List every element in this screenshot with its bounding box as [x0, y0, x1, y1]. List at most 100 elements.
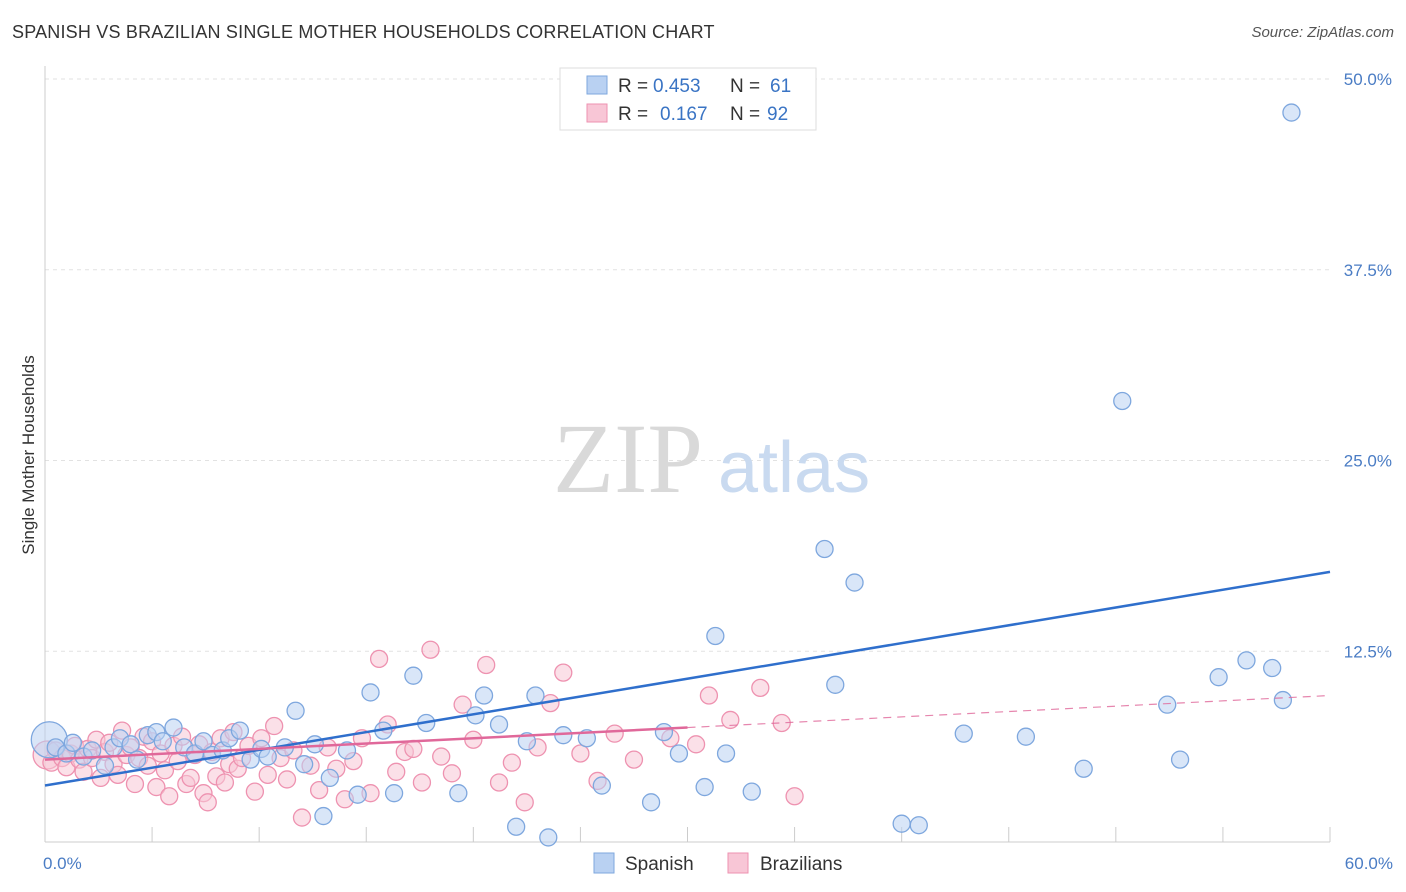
spanish-point [1016, 727, 1036, 746]
brazilians-point [245, 782, 265, 801]
legend-r-brazilians: 0.167 [660, 104, 708, 125]
x-tick-label: 0.0% [43, 854, 82, 873]
spanish-point [539, 828, 558, 847]
brazilians-point [453, 695, 472, 714]
spanish-point [348, 785, 367, 804]
brazilians-point [421, 640, 440, 659]
brazilians-point [624, 750, 644, 769]
spanish-point [742, 782, 761, 801]
bottom-legend-brazilians: Brazilians [760, 854, 842, 875]
spanish-point [654, 722, 674, 742]
spanish-point [286, 701, 305, 720]
brazilians-point [258, 765, 277, 785]
legend-swatch-brazilians [586, 103, 608, 123]
spanish-point [121, 735, 140, 754]
spanish-point [153, 732, 172, 751]
legend-n-label-brazilians: N = [730, 104, 760, 125]
y-axis-label: Single Mother Households [19, 355, 38, 554]
spanish-point [1113, 391, 1132, 411]
spanish-point [892, 814, 911, 833]
brazilians-point [277, 770, 297, 789]
spanish-point [63, 733, 82, 752]
spanish-point [706, 626, 725, 646]
spanish-point [404, 666, 423, 685]
legend-r-spanish: 0.453 [653, 76, 701, 97]
legend-swatch-spanish [586, 75, 608, 95]
legend-r-label-spanish: R = [618, 76, 648, 97]
spanish-point [1209, 668, 1228, 687]
y-tick-labels: 12.5% 25.0% 37.5% 50.0% [1344, 70, 1392, 661]
watermark-atlas: atlas [718, 428, 870, 508]
spanish-points [30, 103, 1301, 847]
spanish-point [669, 744, 689, 763]
spanish-point [194, 732, 213, 751]
legend-r-label-brazilians: R = [618, 104, 648, 125]
spanish-point [1074, 759, 1093, 778]
brazilians-point [404, 739, 423, 759]
brazilians-point [571, 744, 590, 763]
spanish-point [845, 573, 864, 592]
brazilians-point [215, 773, 235, 792]
spanish-point [1170, 750, 1190, 769]
spanish-point [164, 718, 183, 737]
brazilians-trend-line [44, 726, 688, 761]
spanish-point [384, 784, 404, 803]
legend-n-brazilians: 92 [767, 104, 788, 125]
watermark: ZIP atlas [553, 403, 870, 514]
legend-n-label-spanish: N = [730, 76, 760, 97]
spanish-point [517, 732, 537, 751]
spanish-point [95, 756, 115, 775]
trend-lines [44, 570, 1331, 787]
x-tick-labels: 0.0% 60.0% [43, 854, 1393, 873]
brazilians-point [292, 808, 312, 827]
brazilians-point [147, 777, 166, 797]
spanish-point [1237, 651, 1256, 670]
spanish-point [489, 715, 509, 734]
brazilians-point [605, 724, 624, 743]
brazilians-point [442, 764, 462, 783]
spanish-point [294, 755, 314, 774]
bottom-legend: Spanish Brazilians [593, 852, 842, 875]
y-tick-label: 37.5% [1344, 261, 1392, 280]
brazilians-point [477, 655, 496, 675]
brazilians-trend-extension [687, 694, 1331, 729]
brazilians-point [309, 780, 329, 800]
watermark-zip: ZIP [553, 403, 703, 514]
spanish-point [361, 683, 380, 702]
spanish-point [1263, 658, 1282, 678]
x-tick-label: 60.0% [1345, 854, 1393, 873]
spanish-point [641, 793, 661, 812]
brazilians-point [721, 710, 740, 730]
y-tick-label: 50.0% [1344, 70, 1392, 89]
spanish-point [1273, 690, 1293, 710]
spanish-point [305, 735, 325, 754]
brazilians-point [387, 762, 406, 781]
grid-lines [45, 78, 1330, 652]
brazilians-point [181, 768, 200, 788]
brazilians-point [751, 678, 770, 698]
legend-n-spanish: 61 [770, 76, 791, 97]
brazilians-point [489, 773, 509, 792]
chart-title: SPANISH VS BRAZILIAN SINGLE MOTHER HOUSE… [12, 22, 715, 42]
bottom-legend-swatch-brazilians [727, 852, 749, 874]
brazilians-point [502, 753, 522, 772]
spanish-point [314, 806, 333, 826]
spanish-point [592, 776, 611, 795]
spanish-point [909, 816, 928, 835]
brazilians-point [432, 747, 451, 766]
source-label: Source: ZipAtlas.com [1251, 24, 1394, 41]
brazilians-point [198, 793, 217, 812]
spanish-point [230, 721, 250, 740]
spanish-point [507, 817, 526, 836]
bottom-legend-spanish: Spanish [625, 854, 694, 875]
brazilians-point [369, 649, 389, 669]
spanish-point [337, 741, 357, 760]
spanish-point [695, 777, 714, 797]
y-tick-label: 12.5% [1344, 642, 1392, 661]
spanish-point [1282, 103, 1301, 122]
brazilians-point [785, 787, 804, 806]
brazilians-point [125, 774, 145, 794]
spanish-point [1158, 695, 1177, 714]
spanish-point [449, 784, 468, 803]
brazilians-point [265, 716, 284, 736]
